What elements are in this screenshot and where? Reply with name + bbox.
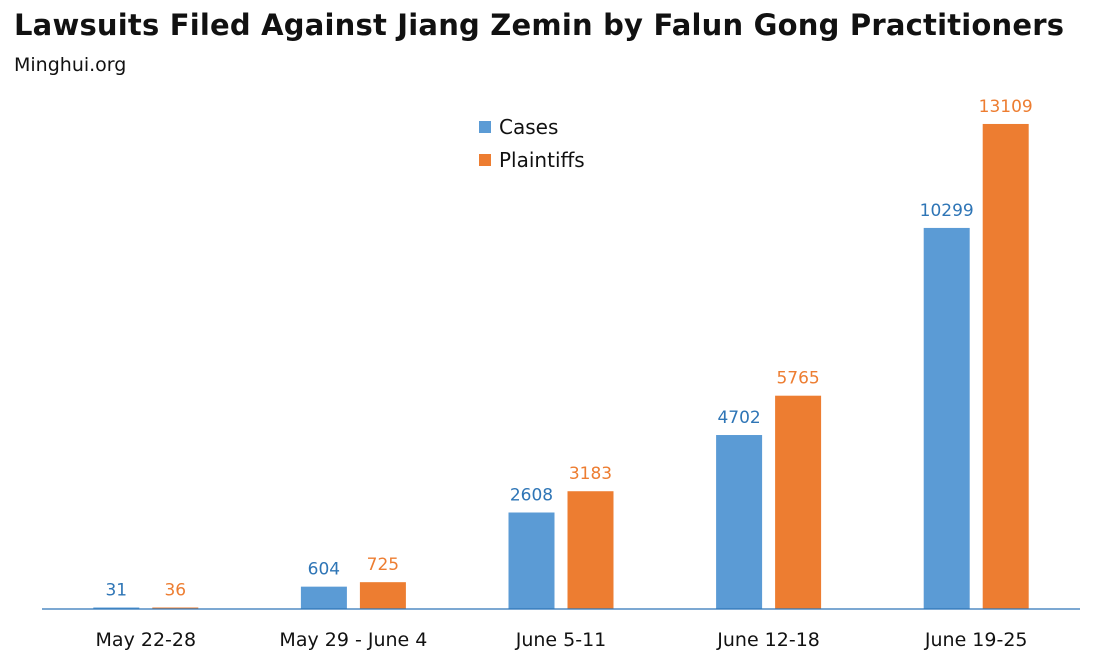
chart-subtitle: Minghui.org bbox=[14, 54, 127, 76]
legend-label-cases: Cases bbox=[499, 115, 558, 139]
x-tick-label: June 5-11 bbox=[515, 629, 607, 651]
legend-swatch-plaintiffs bbox=[479, 154, 491, 166]
bar-plaintiffs-1 bbox=[359, 582, 406, 609]
x-tick-label: May 29 - June 4 bbox=[279, 629, 427, 651]
x-tick-label: June 19-25 bbox=[924, 629, 1028, 651]
data-label-cases-4: 10299 bbox=[920, 201, 974, 221]
chart-title: Lawsuits Filed Against Jiang Zemin by Fa… bbox=[14, 8, 1065, 42]
bar-cases-3 bbox=[716, 435, 763, 609]
bar-plaintiffs-3 bbox=[775, 395, 822, 609]
data-label-cases-3: 4702 bbox=[717, 408, 760, 428]
data-label-cases-1: 604 bbox=[308, 560, 340, 580]
bar-cases-2 bbox=[508, 512, 555, 609]
legend-label-plaintiffs: Plaintiffs bbox=[499, 148, 585, 172]
legend-swatch-cases bbox=[479, 121, 491, 133]
bar-cases-4 bbox=[923, 227, 970, 609]
data-label-plaintiffs-0: 36 bbox=[164, 581, 186, 601]
x-tick-label: May 22-28 bbox=[96, 629, 197, 651]
data-label-cases-0: 31 bbox=[105, 581, 127, 601]
data-label-plaintiffs-3: 5765 bbox=[776, 369, 819, 389]
bar-plaintiffs-2 bbox=[567, 491, 614, 609]
data-label-cases-2: 2608 bbox=[510, 486, 553, 506]
bar-plaintiffs-4 bbox=[982, 123, 1029, 609]
data-label-plaintiffs-4: 13109 bbox=[979, 97, 1033, 117]
bar-plaintiffs-0 bbox=[152, 607, 199, 609]
x-tick-label: June 12-18 bbox=[716, 629, 820, 651]
data-label-plaintiffs-1: 725 bbox=[367, 555, 399, 575]
bar-cases-1 bbox=[300, 586, 347, 609]
bar-cases-0 bbox=[93, 607, 140, 609]
data-label-plaintiffs-2: 3183 bbox=[569, 464, 612, 484]
